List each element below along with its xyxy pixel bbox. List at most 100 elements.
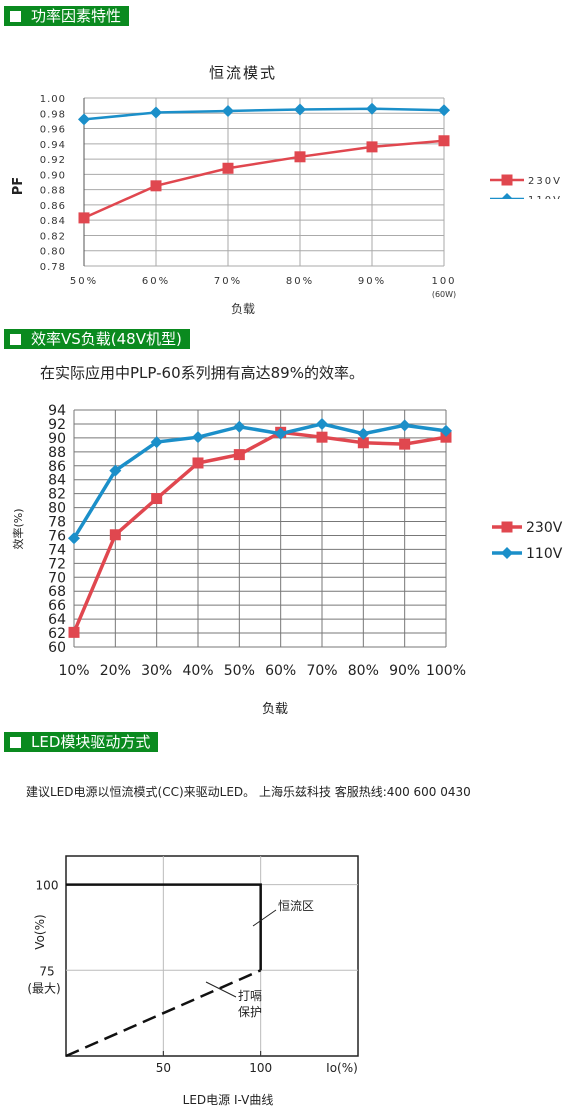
data-point bbox=[151, 493, 163, 505]
data-point bbox=[222, 162, 234, 174]
y-tick-label: 100 bbox=[36, 879, 59, 893]
y-tick-label: 60 bbox=[48, 640, 66, 656]
x-tick-label: 50% bbox=[224, 663, 255, 679]
legend-clip bbox=[486, 199, 577, 211]
y-tick-label: 72 bbox=[48, 556, 66, 572]
legend-marker bbox=[501, 521, 513, 533]
section-title: 功率因素特性 bbox=[31, 7, 122, 25]
data-point bbox=[192, 457, 204, 469]
legend-marker bbox=[501, 547, 513, 559]
y-tick-label: 78 bbox=[48, 515, 66, 531]
data-point bbox=[274, 427, 287, 440]
data-point bbox=[150, 106, 162, 119]
x-tick-label: 90% bbox=[358, 276, 386, 287]
data-point bbox=[357, 427, 370, 440]
data-point bbox=[440, 424, 452, 437]
x-axis-label: Io(%) bbox=[326, 1061, 358, 1075]
y-tick-label: 82 bbox=[48, 487, 66, 503]
y-axis-label: 效率(%) bbox=[11, 508, 25, 549]
x-tick-label: 10% bbox=[58, 663, 89, 679]
x-tick-label: 60% bbox=[265, 663, 296, 679]
series-line bbox=[72, 422, 447, 540]
data-point bbox=[366, 102, 378, 115]
data-point bbox=[78, 212, 90, 224]
x-tick-label: 50 bbox=[156, 1061, 171, 1075]
y-tick-label: 0.96 bbox=[40, 125, 66, 136]
data-point bbox=[316, 431, 328, 443]
plot-frame bbox=[65, 855, 359, 1057]
data-point bbox=[109, 464, 122, 477]
annotation-constant-current: 恒流区 bbox=[278, 899, 314, 913]
y-tick-label: 0.92 bbox=[40, 155, 66, 166]
series-line bbox=[72, 430, 447, 634]
data-point bbox=[366, 141, 378, 153]
data-point bbox=[233, 449, 245, 461]
data-point bbox=[222, 104, 234, 117]
y-tick-label: 0.94 bbox=[40, 140, 66, 151]
y-tick-label: 62 bbox=[48, 626, 66, 642]
square-bullet-icon bbox=[10, 10, 21, 22]
y-axis-label: PF bbox=[11, 177, 26, 195]
x-tick-label: 70% bbox=[214, 276, 242, 287]
x-axis-label: 负载 bbox=[231, 302, 255, 316]
y-tick-label: 64 bbox=[48, 612, 66, 628]
square-bullet-icon bbox=[10, 333, 21, 345]
data-point bbox=[68, 532, 80, 545]
data-point bbox=[233, 420, 246, 433]
x-note: (60W) bbox=[432, 290, 456, 299]
y-tick-label: 90 bbox=[48, 431, 66, 447]
x-tick-label: 50% bbox=[70, 276, 98, 287]
y-tick-label: 74 bbox=[48, 542, 66, 558]
data-point bbox=[316, 417, 328, 430]
pf-chart: 恒流模式 1.00 0.98 0.96 0.94 0.92 0.90 0.88 0.86 0.84… bbox=[11, 64, 577, 316]
y-tick-label: 0.80 bbox=[40, 247, 66, 258]
section-title: 效率VS负载(48V机型) bbox=[31, 330, 182, 348]
x-tick-label: 40% bbox=[182, 663, 213, 679]
y-tick-label: 0.82 bbox=[40, 231, 66, 242]
y-tick-label: 80 bbox=[48, 501, 66, 517]
x-tick-label: 30% bbox=[141, 663, 172, 679]
data-point bbox=[399, 438, 411, 450]
y-tick-label: 0.84 bbox=[40, 216, 66, 227]
data-point bbox=[78, 113, 90, 126]
data-point bbox=[68, 626, 80, 638]
chart-title: 恒流模式 bbox=[209, 64, 277, 82]
legend-label: 110V bbox=[526, 546, 563, 562]
section-header-pf: 功率因素特性 bbox=[4, 6, 130, 26]
y-tick-label: 84 bbox=[48, 473, 66, 489]
data-point bbox=[294, 151, 306, 163]
section-header-efficiency: 效率VS负载(48V机型) bbox=[4, 329, 190, 349]
y-tick-label: 0.90 bbox=[40, 170, 66, 181]
y-tick-label: 76 bbox=[48, 528, 66, 544]
annotation-hiccup-line1: 打嗝 bbox=[238, 989, 262, 1003]
data-point bbox=[438, 104, 450, 117]
y-axis-label: Vo(%) bbox=[33, 914, 47, 949]
data-point bbox=[150, 436, 163, 449]
data-point bbox=[398, 419, 411, 432]
x-tick-label: 20% bbox=[100, 663, 131, 679]
x-tick-label: 60% bbox=[142, 276, 170, 287]
y-tick-label: 88 bbox=[48, 445, 66, 461]
legend-marker bbox=[501, 174, 513, 186]
led-note: 建议LED电源以恒流模式(CC)来驱动LED。 上海乐兹科技 客服热线:400 … bbox=[26, 785, 471, 799]
section-header-led: LED模块驱动方式 bbox=[4, 732, 159, 752]
annotation-leader bbox=[205, 981, 237, 998]
x-axis-label: 负载 bbox=[262, 702, 288, 717]
y-tick-label: 0.86 bbox=[40, 201, 66, 212]
data-point bbox=[294, 103, 306, 116]
y-tick-label: 86 bbox=[48, 459, 66, 475]
y-tick-label: 92 bbox=[48, 417, 66, 433]
y-tick-label: 75 bbox=[39, 964, 54, 978]
square-bullet-icon bbox=[10, 736, 21, 748]
y-tick-label: 66 bbox=[48, 598, 66, 614]
x-tick-label: 80% bbox=[348, 663, 379, 679]
x-tick-label: 100% bbox=[426, 663, 466, 679]
y-tick-label: 1.00 bbox=[40, 94, 66, 105]
annotation-leader bbox=[252, 909, 277, 927]
y-tick-label: 0.78 bbox=[40, 262, 66, 273]
x-tick-label: 100 bbox=[431, 276, 456, 287]
x-tick-label: 80% bbox=[286, 276, 314, 287]
data-point bbox=[109, 529, 121, 541]
